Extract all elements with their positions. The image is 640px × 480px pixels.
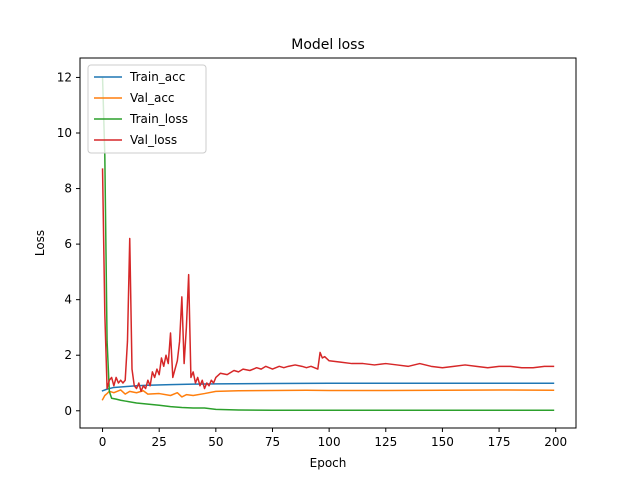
series-line-val-acc	[101, 389, 555, 401]
legend-label: Val_loss	[130, 133, 177, 147]
legend-label: Train_acc	[129, 70, 185, 84]
y-tick-label: 10	[57, 126, 72, 140]
series-line-train-loss	[101, 76, 555, 411]
chart-title: Model loss	[291, 37, 365, 53]
y-tick-label: 12	[57, 70, 72, 84]
legend: Train_acc Val_acc Train_loss Val_loss	[87, 64, 207, 154]
x-tick-label: 100	[318, 435, 341, 449]
x-tick-label: 50	[208, 435, 223, 449]
y-tick-label: 0	[64, 404, 72, 418]
y-tick-label: 8	[64, 182, 72, 196]
legend-box	[87, 64, 207, 154]
x-tick-label: 125	[374, 435, 397, 449]
legend-label: Val_acc	[130, 91, 175, 105]
y-axis: 0 2 4 6 8 10 12	[57, 70, 80, 418]
legend-label: Train_loss	[129, 112, 188, 126]
series-line-val-loss	[101, 168, 555, 393]
x-tick-label: 200	[544, 435, 567, 449]
y-tick-label: 4	[64, 293, 72, 307]
x-tick-label: 25	[152, 435, 167, 449]
y-tick-label: 6	[64, 237, 72, 251]
y-axis-label: Loss	[33, 230, 47, 256]
x-tick-label: 75	[265, 435, 280, 449]
x-tick-label: 175	[488, 435, 511, 449]
x-axis-label: Epoch	[310, 456, 347, 470]
series-layer	[101, 76, 555, 411]
series-line-train-acc	[101, 382, 555, 392]
plot-frame	[79, 57, 577, 429]
y-tick-label: 2	[64, 348, 72, 362]
x-axis: 0 25 50 75 100 125 150 175 200	[99, 428, 567, 449]
x-tick-label: 0	[99, 435, 107, 449]
x-tick-label: 150	[431, 435, 454, 449]
